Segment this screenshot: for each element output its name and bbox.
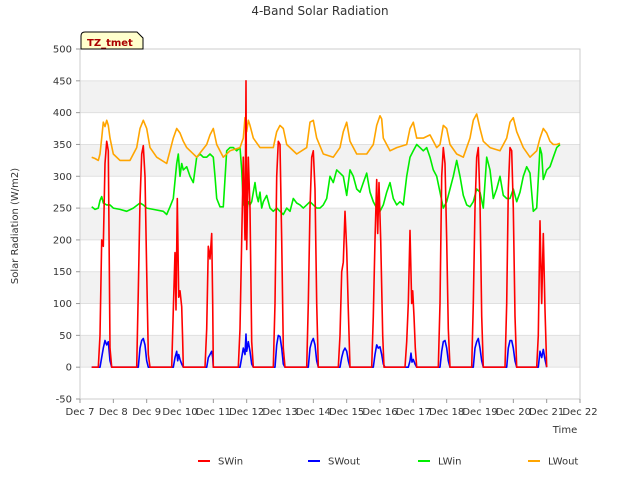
x-tick-label: Dec 22 [562, 407, 597, 418]
x-tick-label: Dec 14 [296, 407, 331, 418]
x-tick-label: Dec 17 [396, 407, 431, 418]
plot-band [80, 303, 580, 336]
plot-band [80, 80, 580, 113]
x-tick-label: Dec 8 [99, 407, 128, 418]
plot-band [80, 335, 580, 368]
x-tick-label: Dec 13 [262, 407, 297, 418]
y-tick-label: 350 [53, 140, 72, 151]
series-line-swin [91, 80, 548, 368]
plot-frame [79, 48, 581, 400]
series-line-swout [91, 333, 548, 368]
x-tick-label: Dec 18 [429, 407, 464, 418]
legend-label-swin: SWin [218, 457, 243, 468]
plot-band [80, 208, 580, 240]
series-line-lwout [91, 113, 561, 165]
x-tick-label: Dec 9 [132, 407, 161, 418]
legend-label-lwin: LWin [438, 457, 461, 468]
x-tick-label: Dec 19 [462, 407, 497, 418]
plot-band [80, 239, 580, 272]
y-tick-label: 200 [53, 235, 72, 246]
x-tick-label: Dec 20 [496, 407, 531, 418]
badge-label: TZ_tmet [87, 38, 133, 49]
x-tick-label: Dec 11 [196, 407, 231, 418]
plot-band [80, 367, 580, 399]
y-axis-ticks: -50 0 50 100 150 200 250 300 350 400 450 500 [53, 45, 80, 406]
x-tick-label: Dec 15 [329, 407, 364, 418]
series-layer [91, 80, 561, 368]
plot-band [80, 144, 580, 177]
y-tick-label: 300 [53, 172, 72, 183]
legend: SWin SWout LWin LWout [198, 457, 578, 468]
y-tick-label: 150 [53, 267, 72, 278]
y-tick-label: 400 [53, 108, 72, 119]
y-tick-label: 500 [53, 45, 72, 56]
legend-label-swout: SWout [328, 457, 360, 468]
y-tick-label: 0 [66, 363, 72, 374]
station-badge: TZ_tmet [80, 31, 144, 50]
plot-background [80, 49, 580, 399]
y-tick-label: -50 [56, 395, 72, 406]
legend-label-lwout: LWout [548, 457, 578, 468]
plot-band [80, 49, 580, 81]
y-tick-label: 450 [53, 76, 72, 87]
series-line-lwin [91, 143, 561, 216]
chart-title: 4-Band Solar Radiation [251, 4, 388, 18]
y-tick-label: 50 [59, 331, 72, 342]
y-axis-title: Solar Radiation (W/m2) [10, 168, 21, 284]
y-tick-label: 250 [53, 204, 72, 215]
x-tick-label: Dec 7 [66, 407, 95, 418]
y-tick-label: 100 [53, 299, 72, 310]
x-tick-label: Dec 12 [229, 407, 264, 418]
plot-band [80, 271, 580, 304]
x-tick-label: Dec 10 [162, 407, 197, 418]
x-tick-label: Dec 16 [362, 407, 397, 418]
badge-box [80, 31, 144, 50]
plot-band [80, 112, 580, 145]
x-axis-title: Time [552, 425, 577, 436]
x-tick-label: Dec 21 [529, 407, 564, 418]
